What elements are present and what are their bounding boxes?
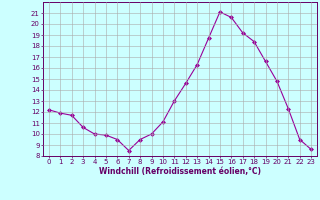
X-axis label: Windchill (Refroidissement éolien,°C): Windchill (Refroidissement éolien,°C) xyxy=(99,167,261,176)
